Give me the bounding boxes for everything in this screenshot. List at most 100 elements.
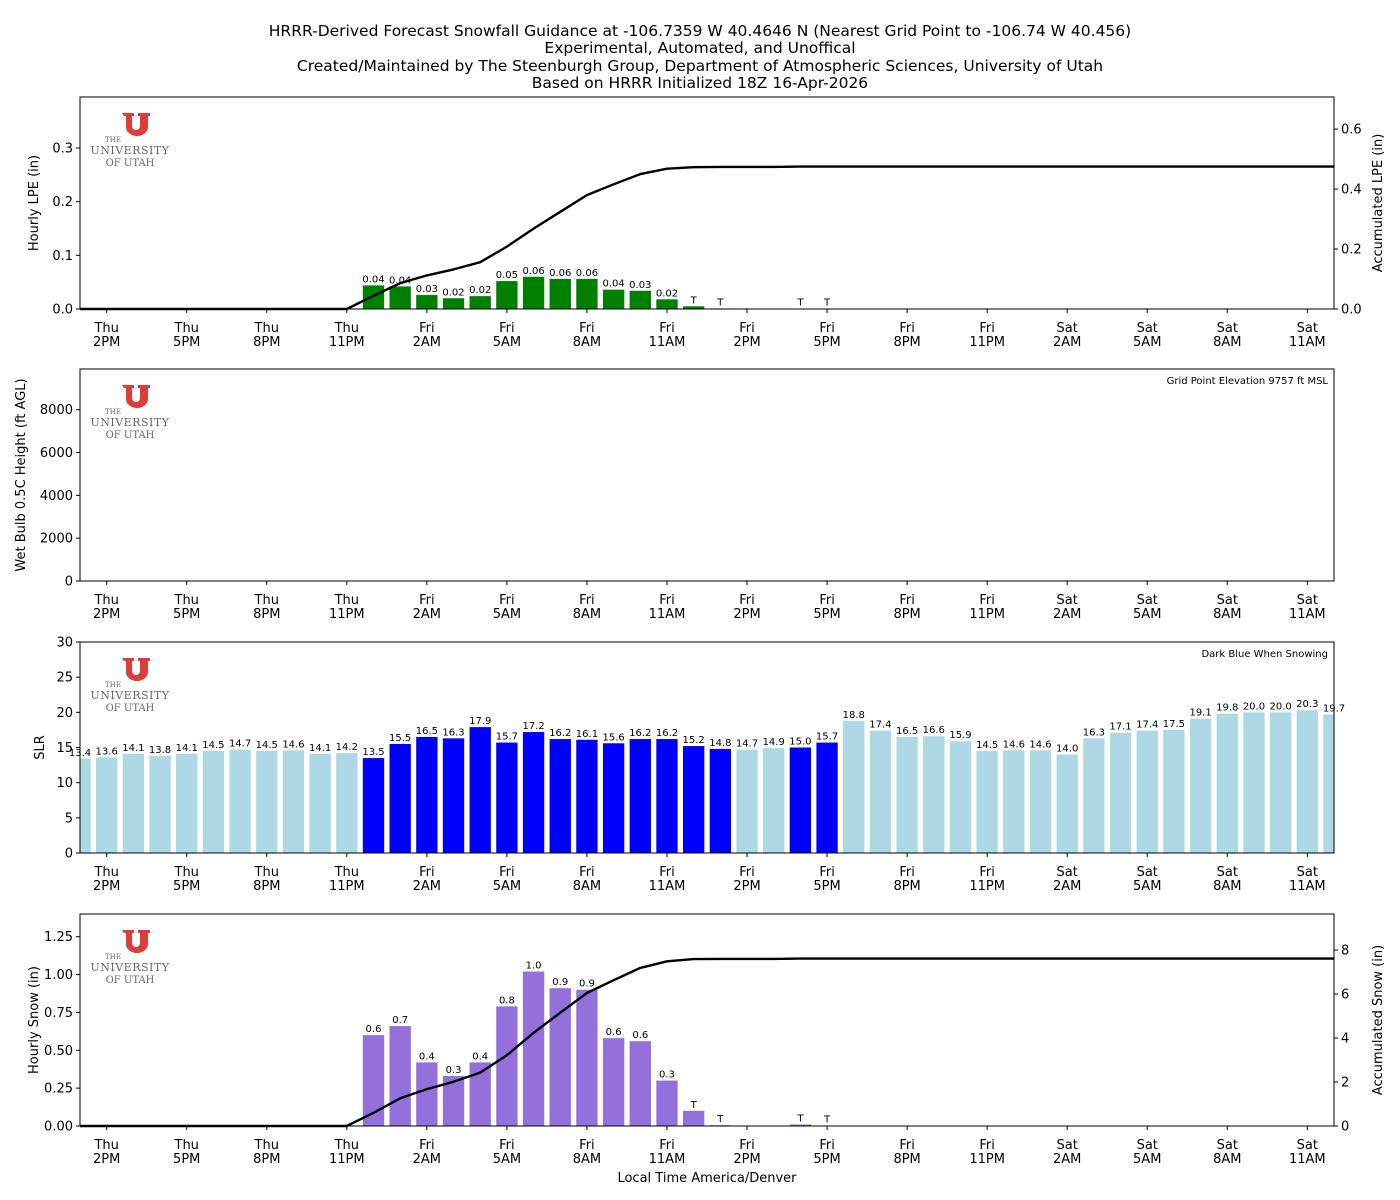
y-right-tick-label: 0 — [1341, 1120, 1349, 1135]
svg-text:OF UTAH: OF UTAH — [106, 703, 155, 714]
bar-label: 15.2 — [683, 735, 705, 746]
x-tick-time: 2AM — [413, 879, 441, 894]
y-tick-label: 0.25 — [44, 1082, 73, 1097]
bar-label: 0.8 — [499, 995, 515, 1006]
bar — [442, 738, 465, 853]
bar-label: 14.1 — [176, 743, 198, 754]
x-tick-time: 5PM — [813, 1152, 840, 1167]
x-tick-time: 11PM — [969, 879, 1005, 894]
bar — [362, 285, 385, 309]
bar-label: 13.8 — [149, 745, 171, 756]
bar-label: 0.04 — [389, 275, 411, 286]
bar-label: 0.06 — [549, 268, 571, 279]
bar-label: 0.02 — [469, 285, 491, 296]
x-tick-time: 2AM — [1053, 1152, 1081, 1167]
svg-text:UNIVERSITY: UNIVERSITY — [91, 961, 170, 974]
bar-label: 14.6 — [1029, 739, 1051, 750]
bar — [309, 753, 331, 853]
x-tick-day: Fri — [899, 593, 915, 608]
x-tick-time: 2PM — [733, 607, 760, 622]
bars — [362, 971, 838, 1126]
bar-label: 0.3 — [659, 1070, 675, 1081]
y-right-tick-label: 0.6 — [1341, 123, 1362, 138]
x-tick-time: 5PM — [813, 607, 840, 622]
bar-label: 14.7 — [229, 739, 251, 750]
bar-label: 16.3 — [1083, 727, 1105, 738]
bar — [1296, 710, 1318, 853]
x-tick-time: 2AM — [1053, 879, 1081, 894]
bar-label: 0.7 — [392, 1015, 408, 1026]
bar-label: 15.6 — [602, 732, 624, 743]
bar — [1269, 712, 1292, 853]
bar — [949, 741, 972, 853]
bar — [789, 747, 812, 853]
x-tick-time: 5PM — [813, 879, 840, 894]
x-tick-day: Thu — [174, 1138, 199, 1153]
y-tick-label: 1.00 — [44, 968, 73, 983]
title-line-4: Based on HRRR Initialized 18Z 16-Apr-202… — [532, 74, 868, 92]
x-tick-time: 8PM — [253, 607, 280, 622]
y-tick-label: 0.75 — [44, 1006, 73, 1021]
svg-text:OF UTAH: OF UTAH — [106, 158, 155, 169]
bar-label: 13.5 — [362, 747, 384, 758]
bar-label: 0.02 — [442, 287, 464, 298]
annotation: Grid Point Elevation 9757 ft MSL — [1167, 376, 1329, 387]
bar-label: 17.1 — [1109, 722, 1131, 733]
x-tick-time: 11AM — [649, 879, 686, 894]
bar-label: 16.5 — [416, 726, 438, 737]
bar — [469, 1062, 491, 1126]
block-u-icon — [122, 930, 150, 953]
bar-label: 14.2 — [336, 742, 358, 753]
bar — [1189, 718, 1212, 853]
bar — [1109, 732, 1132, 853]
y-axis-label: Hourly LPE (in) — [27, 155, 42, 251]
bar — [736, 749, 758, 853]
bar-label: 14.5 — [202, 740, 224, 751]
bar-label: 0.02 — [656, 288, 678, 299]
bar — [1136, 730, 1158, 853]
bar-label: 14.8 — [709, 738, 731, 749]
x-tick-time: 11PM — [329, 607, 365, 622]
x-tick-day: Thu — [254, 321, 279, 336]
svg-text:UNIVERSITY: UNIVERSITY — [91, 689, 170, 702]
bar-label: 19.1 — [1189, 708, 1211, 719]
bar — [176, 753, 198, 853]
y-tick-label: 15 — [56, 741, 73, 756]
bar — [629, 290, 651, 309]
bar — [496, 281, 518, 309]
bar-label: 0.4 — [419, 1051, 435, 1062]
x-tick-day: Fri — [419, 593, 435, 608]
bar-label: 17.5 — [1163, 719, 1185, 730]
accumulated-line — [80, 165, 1334, 311]
x-tick-time: 8AM — [1213, 879, 1241, 894]
svg-text:THE: THE — [105, 136, 121, 144]
x-tick-time: 11PM — [969, 607, 1005, 622]
y-right-axis-label: Accumulated Snow (in) — [1371, 945, 1386, 1095]
bar — [389, 286, 411, 309]
y-tick-label: 20 — [56, 706, 73, 721]
y-right-tick-label: 4 — [1341, 1032, 1349, 1047]
bars — [362, 276, 838, 309]
bar — [682, 306, 705, 309]
bar — [629, 1041, 651, 1126]
bar-label: T — [796, 1113, 804, 1124]
bar-labels: 13.4 13.6 14.1 13.8 14.1 14.5 14.7 14.5 14.6 14.1… — [69, 699, 1345, 759]
x-tick-day: Fri — [419, 865, 435, 880]
x-tick-time: 5AM — [1133, 607, 1161, 622]
x-tick-day: Thu — [334, 1138, 359, 1153]
x-tick-time: 8PM — [253, 335, 280, 350]
bar — [549, 988, 571, 1126]
x-tick-day: Fri — [819, 321, 835, 336]
bar-label: 15.5 — [389, 733, 411, 744]
bar — [80, 758, 91, 853]
x-tick-day: Fri — [659, 1138, 675, 1153]
plot-frame — [79, 96, 1335, 310]
y-right-axis-label: Accumulated LPE (in) — [1371, 134, 1386, 273]
bar — [442, 298, 465, 309]
bar — [656, 299, 678, 309]
x-tick-time: 8AM — [573, 1152, 601, 1167]
